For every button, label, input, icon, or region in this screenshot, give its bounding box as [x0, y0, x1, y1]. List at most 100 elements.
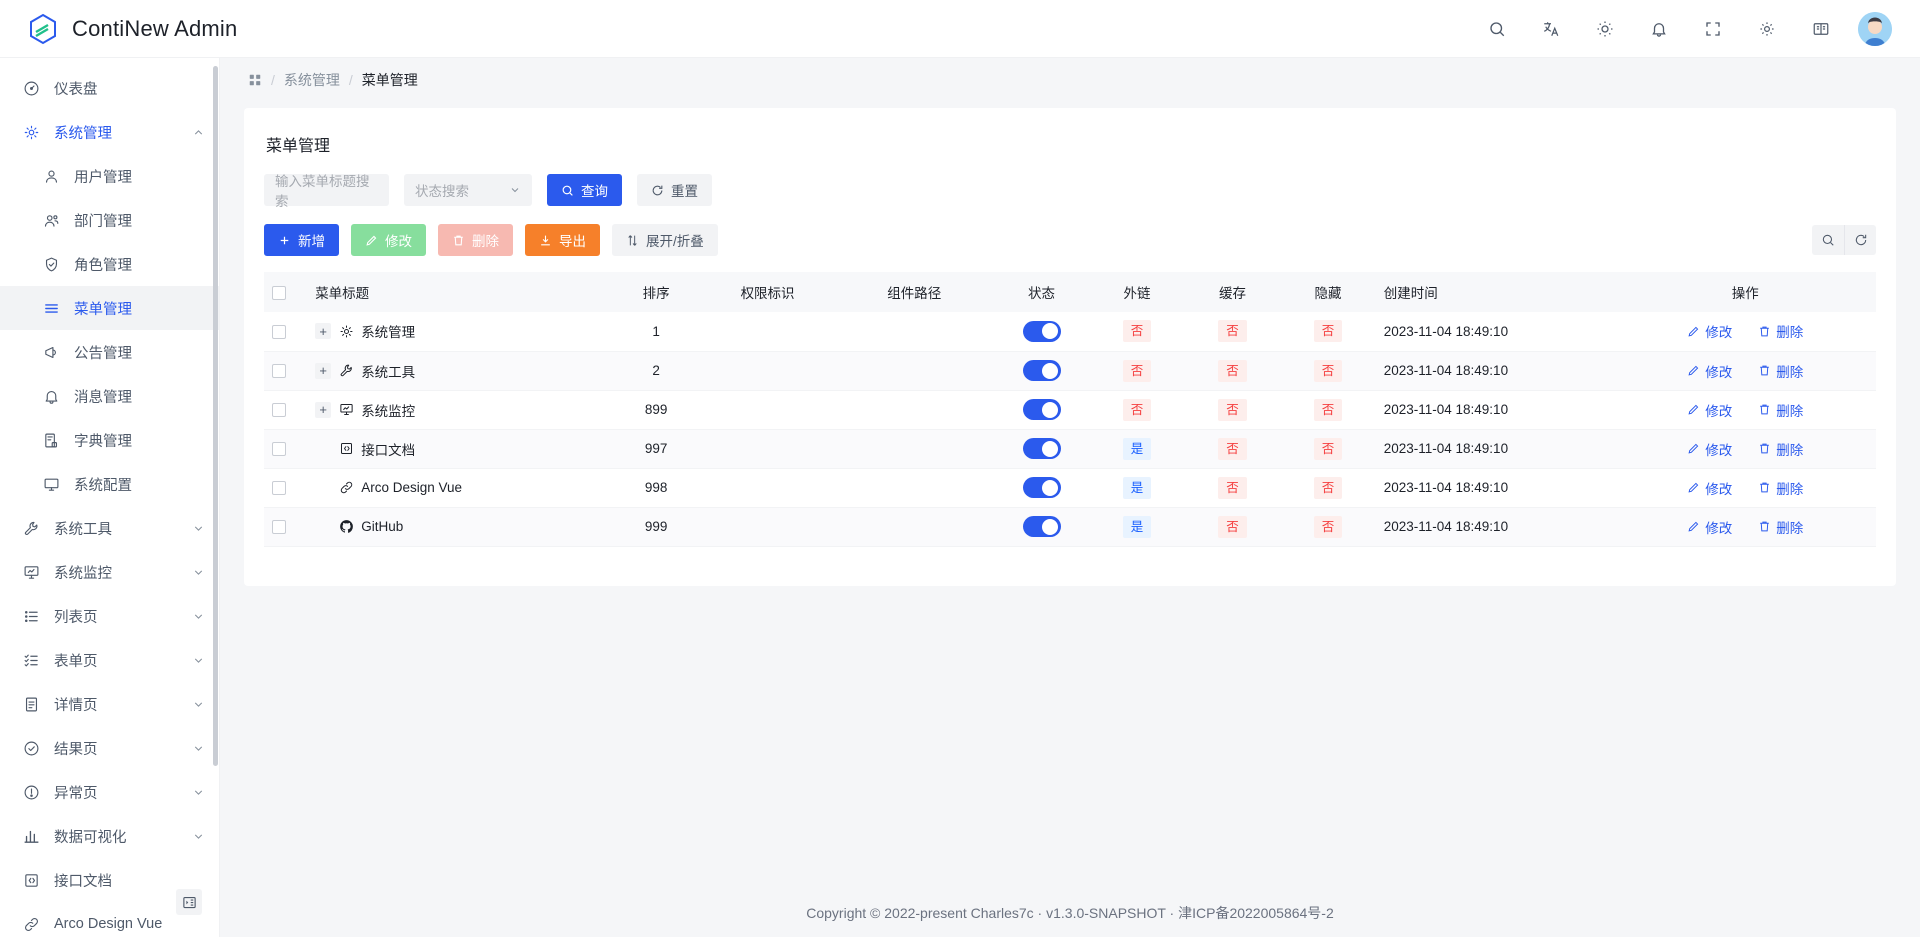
- table-row[interactable]: GitHub 999 是 否 否 2023-11-04 18:49:10 修改 删除: [264, 507, 1876, 547]
- row-edit-button[interactable]: 修改: [1687, 478, 1732, 498]
- docs-book-icon[interactable]: [1804, 12, 1838, 46]
- sidebar-item-4[interactable]: 角色管理: [0, 242, 219, 286]
- sidebar-item-19[interactable]: Arco Design Vue: [0, 902, 219, 937]
- row-select-cell: [264, 312, 308, 352]
- select-all-checkbox[interactable]: [272, 285, 286, 300]
- sidebar-item-15[interactable]: 结果页: [0, 726, 219, 770]
- sidebar-item-8[interactable]: 字典管理: [0, 418, 219, 462]
- table-row[interactable]: Arco Design Vue 998 是 否 否 2023-11-04 18:49:10…: [264, 468, 1876, 508]
- github-icon: [338, 519, 354, 535]
- monitor-chart-icon: [338, 402, 354, 418]
- avatar[interactable]: [1858, 11, 1892, 46]
- cache-tag: 否: [1218, 398, 1247, 421]
- table-row[interactable]: 接口文档 997 是 否 否 2023-11-04 18:49:10 修改 删除: [264, 429, 1876, 469]
- row-edit-button[interactable]: 修改: [1687, 400, 1732, 420]
- row-edit-button[interactable]: 修改: [1687, 321, 1732, 341]
- copyright-text: Copyright © 2022-present Charles7c · v1.…: [806, 905, 1334, 921]
- sidebar-item-2[interactable]: 用户管理: [0, 154, 219, 198]
- row-checkbox[interactable]: [272, 520, 286, 535]
- sidebar-item-3[interactable]: 部门管理: [0, 198, 219, 242]
- delete-button-label: 删除: [472, 234, 499, 249]
- sidebar-scrollbar[interactable]: [213, 66, 218, 766]
- sidebar-item-18[interactable]: 接口文档: [0, 858, 219, 902]
- chevron-down-icon[interactable]: [192, 742, 205, 755]
- add-button[interactable]: 新增: [264, 224, 339, 256]
- table-row[interactable]: + 系统工具 2 否 否 否 2023-11-04 18:49:10 修改 删除: [264, 351, 1876, 391]
- expand-collapse-button[interactable]: 展开/折叠: [612, 224, 718, 256]
- sidebar-item-11[interactable]: 系统监控: [0, 550, 219, 594]
- expand-row-icon[interactable]: +: [315, 401, 332, 418]
- expand-row-icon[interactable]: +: [315, 323, 332, 340]
- status-toggle[interactable]: [1022, 516, 1061, 537]
- table-row[interactable]: + 系统管理 1 否 否 否 2023-11-04 18:49:10 修改 删除: [264, 312, 1876, 352]
- row-edit-button[interactable]: 修改: [1687, 517, 1732, 537]
- chevron-down-icon[interactable]: [192, 698, 205, 711]
- chevron-up-icon[interactable]: [192, 126, 205, 139]
- sidebar-item-7[interactable]: 消息管理: [0, 374, 219, 418]
- status-toggle[interactable]: [1022, 320, 1061, 342]
- search-input[interactable]: 输入菜单标题搜索: [264, 174, 389, 209]
- hidden-tag: 否: [1313, 437, 1343, 460]
- sidebar-item-10[interactable]: 系统工具: [0, 506, 219, 550]
- sidebar-item-6[interactable]: 公告管理: [0, 330, 219, 374]
- theme-brightness-icon[interactable]: [1588, 12, 1622, 46]
- status-toggle[interactable]: [1022, 438, 1061, 459]
- search-icon[interactable]: [1812, 225, 1844, 255]
- row-checkbox[interactable]: [272, 442, 286, 457]
- row-delete-button[interactable]: 删除: [1758, 400, 1803, 420]
- row-checkbox[interactable]: [272, 324, 286, 339]
- export-button[interactable]: 导出: [525, 224, 600, 256]
- sidebar-item-12[interactable]: 列表页: [0, 594, 219, 638]
- table-row[interactable]: + 系统监控 899 否 否 否 2023-11-04 18:49:10 修改 删除: [264, 390, 1876, 430]
- sidebar-item-14[interactable]: 详情页: [0, 682, 219, 726]
- status-toggle[interactable]: [1022, 360, 1061, 381]
- row-checkbox[interactable]: [272, 403, 286, 418]
- row-checkbox[interactable]: [272, 481, 286, 496]
- notification-bell-icon[interactable]: [1642, 12, 1676, 46]
- chevron-down-icon[interactable]: [192, 654, 205, 667]
- breadcrumb-item-0[interactable]: 系统管理: [283, 72, 340, 88]
- sidebar-item-5[interactable]: 菜单管理: [0, 286, 219, 330]
- status-toggle[interactable]: [1022, 477, 1061, 498]
- row-edit-button[interactable]: 修改: [1687, 439, 1732, 459]
- refresh-icon[interactable]: [1844, 225, 1876, 255]
- edit-button[interactable]: 修改: [351, 224, 426, 256]
- edit-button-label: 修改: [385, 234, 412, 249]
- apps-grid-icon[interactable]: [248, 73, 262, 87]
- chevron-down-icon[interactable]: [192, 830, 205, 843]
- row-hidden-cell: 否: [1280, 312, 1376, 352]
- search-icon[interactable]: [1480, 12, 1514, 46]
- sidebar-item-1[interactable]: 系统管理: [0, 110, 219, 154]
- translate-icon[interactable]: [1534, 12, 1568, 46]
- row-edit-button[interactable]: 修改: [1687, 361, 1732, 381]
- expand-row-icon[interactable]: +: [315, 362, 332, 379]
- chevron-down-icon[interactable]: [192, 786, 205, 799]
- row-delete-button[interactable]: 删除: [1758, 321, 1803, 341]
- settings-gear-icon[interactable]: [1750, 12, 1784, 46]
- row-delete-button[interactable]: 删除: [1758, 478, 1803, 498]
- row-delete-button[interactable]: 删除: [1758, 517, 1803, 537]
- sidebar-item-17[interactable]: 数据可视化: [0, 814, 219, 858]
- row-delete-button[interactable]: 删除: [1758, 439, 1803, 459]
- select-all-cell: [264, 272, 308, 312]
- sidebar-item-9[interactable]: 系统配置: [0, 462, 219, 506]
- row-checkbox[interactable]: [272, 364, 286, 379]
- chevron-down-icon[interactable]: [192, 522, 205, 535]
- header-actions: [1480, 11, 1920, 46]
- brand[interactable]: ContiNew Admin: [0, 13, 237, 45]
- sidebar-item-13[interactable]: 表单页: [0, 638, 219, 682]
- delete-button[interactable]: 删除: [438, 224, 513, 256]
- fullscreen-icon[interactable]: [1696, 12, 1730, 46]
- query-button[interactable]: 查询: [547, 174, 622, 206]
- sidebar-item-16[interactable]: 异常页: [0, 770, 219, 814]
- row-permission: [700, 351, 835, 391]
- reset-button[interactable]: 重置: [637, 174, 712, 206]
- status-toggle[interactable]: [1022, 399, 1061, 420]
- row-delete-button[interactable]: 删除: [1758, 361, 1803, 381]
- collapse-sidebar-icon[interactable]: [176, 889, 202, 915]
- chevron-down-icon[interactable]: [192, 566, 205, 579]
- sidebar-item-label: 部门管理: [74, 213, 132, 230]
- chevron-down-icon[interactable]: [192, 610, 205, 623]
- status-select[interactable]: 状态搜索: [404, 174, 532, 206]
- sidebar-item-0[interactable]: 仪表盘: [0, 66, 219, 110]
